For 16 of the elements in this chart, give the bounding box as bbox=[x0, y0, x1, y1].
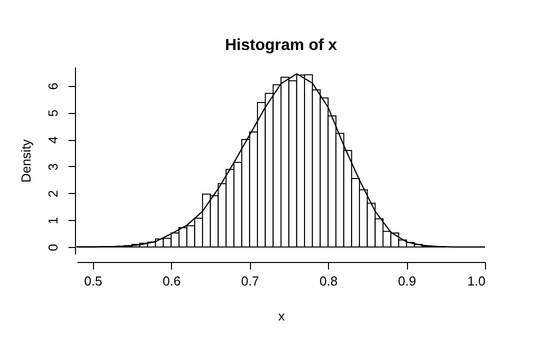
y-tick-label: 0 bbox=[46, 244, 60, 252]
y-axis-title: Density bbox=[18, 138, 34, 183]
chart-title: Histogram of x bbox=[224, 37, 338, 54]
y-tick-label: 5 bbox=[46, 110, 60, 117]
x-axis-title: x bbox=[278, 308, 286, 324]
y-tick-label: 3 bbox=[46, 163, 60, 171]
x-tick-label: 0.7 bbox=[241, 274, 260, 288]
y-tick-label: 2 bbox=[46, 190, 60, 198]
x-tick-label: 0.5 bbox=[84, 274, 102, 288]
y-tick-label: 6 bbox=[46, 82, 60, 90]
y-tick-label: 1 bbox=[46, 217, 60, 224]
y-tick-label: 4 bbox=[46, 136, 60, 144]
x-tick-label: 1.0 bbox=[467, 274, 486, 288]
x-tick-label: 0.9 bbox=[398, 274, 416, 288]
x-tick-label: 0.6 bbox=[162, 274, 181, 288]
x-tick-label: 0.8 bbox=[320, 274, 338, 288]
